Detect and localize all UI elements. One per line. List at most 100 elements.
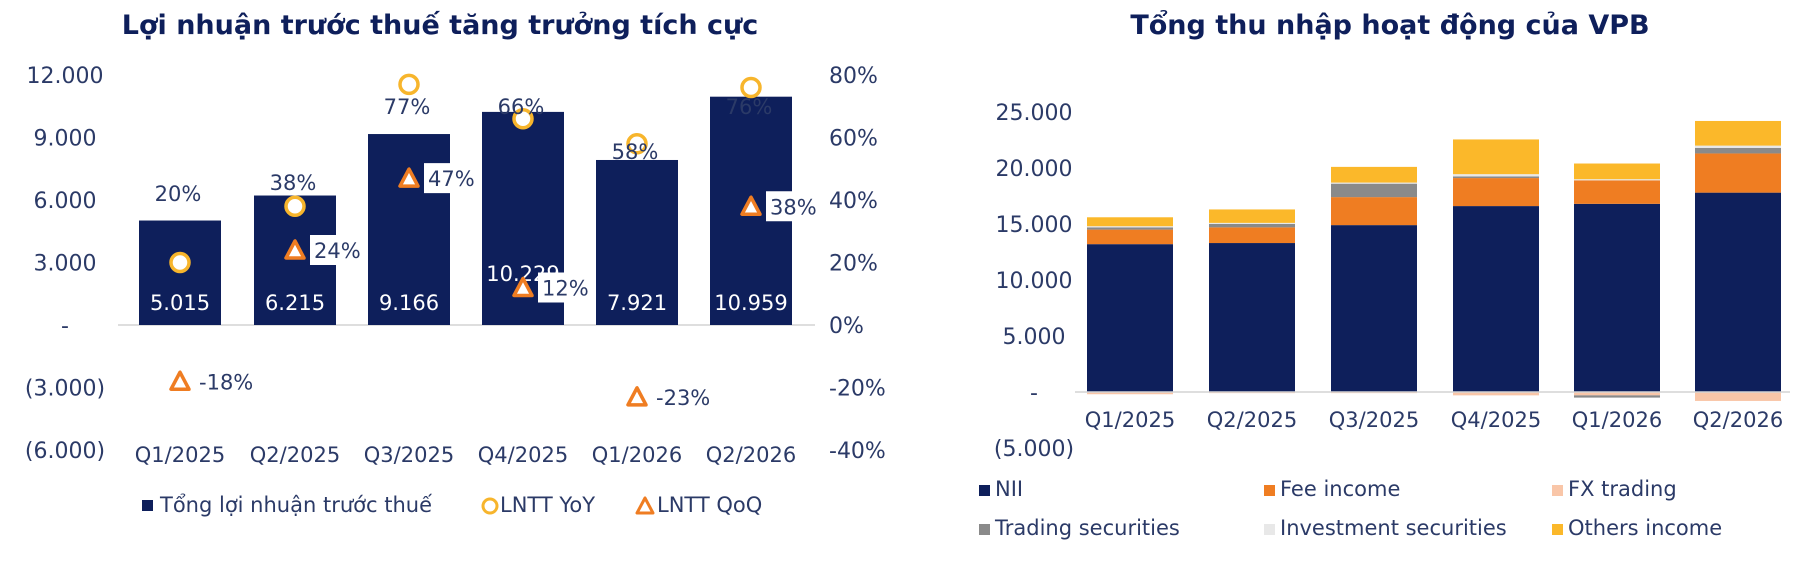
left-x-tick: Q3/2025	[364, 443, 454, 467]
right-legend-swatch	[1552, 524, 1563, 535]
stack-segment	[1209, 222, 1295, 224]
yoy-label: 58%	[612, 140, 659, 164]
right-legend-label: Trading securities	[994, 516, 1180, 540]
left-y-tick: 9.000	[34, 127, 97, 152]
right-chart-y-tick: 15.000	[996, 213, 1073, 238]
qoq-marker	[284, 239, 306, 260]
left-bar-label: 6.215	[265, 291, 325, 315]
left-bar-label: 7.921	[607, 291, 667, 315]
yoy-label: 20%	[155, 182, 202, 206]
qoq-marker	[512, 276, 534, 298]
left-x-tick: Q2/2025	[250, 443, 340, 467]
qoq-label-bg	[766, 191, 812, 222]
left-x-tick: Q4/2025	[478, 443, 568, 467]
left-y-tick: -	[61, 314, 69, 339]
qoq-label: 12%	[542, 277, 589, 301]
stack-segment	[1574, 163, 1660, 180]
stack-segment	[1087, 226, 1173, 228]
yoy-label: 76%	[726, 95, 773, 119]
left-x-tick: Q2/2026	[706, 443, 796, 467]
stack-segment	[1209, 227, 1295, 244]
left-y-tick: 3.000	[34, 252, 97, 277]
right-chart-title: Tổng thu nhập hoạt động của VPB	[1130, 10, 1650, 41]
qoq-label-bg	[538, 272, 584, 303]
qoq-label: -18%	[199, 370, 253, 394]
qoq-label-bg	[424, 163, 470, 194]
left-y-tick: 12.000	[27, 64, 104, 89]
yoy-marker	[740, 76, 762, 99]
left-chart-title: Lợi nhuận trước thuế tăng trưởng tích cự…	[121, 10, 759, 41]
right-legend-swatch	[979, 485, 990, 496]
yoy-marker	[398, 73, 420, 96]
stack-segment	[1695, 153, 1781, 193]
stack-segment	[1453, 176, 1539, 179]
stack-segment	[1453, 139, 1539, 175]
right-x-tick: Q4/2025	[1451, 408, 1541, 432]
legend-yoy-label: LNTT YoY	[500, 493, 595, 517]
right-y-tick: 40%	[829, 189, 878, 214]
qoq-label-bg	[195, 366, 253, 397]
right-x-tick: Q3/2025	[1329, 408, 1419, 432]
legend-bar-swatch	[142, 500, 153, 511]
qoq-marker	[626, 386, 648, 407]
stack-segment	[1695, 120, 1781, 146]
right-x-tick: Q2/2025	[1207, 408, 1297, 432]
left-x-tick: Q1/2026	[592, 443, 682, 467]
stack-segment	[1087, 392, 1173, 395]
right-x-tick: Q1/2025	[1085, 408, 1175, 432]
stack-segment	[1331, 197, 1417, 226]
right-y-tick: 0%	[829, 314, 864, 339]
right-legend-label: NII	[995, 477, 1023, 501]
right-y-tick: 80%	[829, 64, 878, 89]
left-y-tick: (3.000)	[25, 377, 105, 402]
stack-segment	[1453, 178, 1539, 207]
yoy-marker	[169, 251, 191, 274]
stack-segment	[1695, 392, 1781, 401]
qoq-label: 24%	[314, 239, 361, 263]
right-legend-swatch	[1552, 485, 1563, 496]
stack-segment	[1695, 192, 1781, 392]
left-bar-label: 9.166	[379, 291, 439, 315]
right-legend-label: Others income	[1568, 516, 1722, 540]
yoy-marker	[626, 133, 648, 155]
right-legend-swatch	[979, 524, 990, 535]
right-chart-y-tick: 10.000	[996, 269, 1073, 294]
stack-segment	[1574, 203, 1660, 392]
stack-segment	[1331, 183, 1417, 198]
legend-yoy-swatch	[481, 497, 499, 515]
qoq-marker	[740, 195, 762, 216]
stack-segment	[1574, 180, 1660, 204]
qoq-label: -23%	[656, 386, 710, 410]
left-y-tick: (6.000)	[25, 439, 105, 464]
stack-segment	[1331, 166, 1417, 183]
stack-segment	[1087, 244, 1173, 392]
stack-segment	[1209, 224, 1295, 228]
right-y-tick: -20%	[829, 377, 886, 402]
legend-bar-label: Tổng lợi nhuận trước thuế	[159, 493, 432, 517]
yoy-label: 38%	[270, 171, 317, 195]
right-y-tick: 20%	[829, 252, 878, 277]
stack-segment	[1574, 395, 1660, 398]
stack-segment	[1087, 229, 1173, 245]
stack-segment	[1695, 145, 1781, 148]
right-x-tick: Q1/2026	[1572, 408, 1662, 432]
left-x-tick: Q1/2025	[135, 443, 225, 467]
right-y-tick: -40%	[829, 439, 886, 464]
right-y-tick: 60%	[829, 127, 878, 152]
stack-segment	[1331, 225, 1417, 392]
right-legend-swatch	[1264, 485, 1275, 496]
right-legend-label: FX trading	[1568, 477, 1677, 501]
stack-segment	[1695, 147, 1781, 154]
right-chart-y-tick: (5.000)	[994, 437, 1074, 462]
stack-segment	[1453, 392, 1539, 396]
stack-segment	[1331, 182, 1417, 184]
stack-segment	[1087, 217, 1173, 227]
qoq-label: 47%	[428, 167, 475, 191]
yoy-label: 77%	[384, 95, 431, 119]
qoq-marker	[398, 167, 420, 188]
right-legend-swatch	[1264, 524, 1275, 535]
qoq-label-bg	[652, 381, 710, 412]
right-legend-label: Investment securities	[1280, 516, 1507, 540]
stack-segment	[1453, 174, 1539, 177]
